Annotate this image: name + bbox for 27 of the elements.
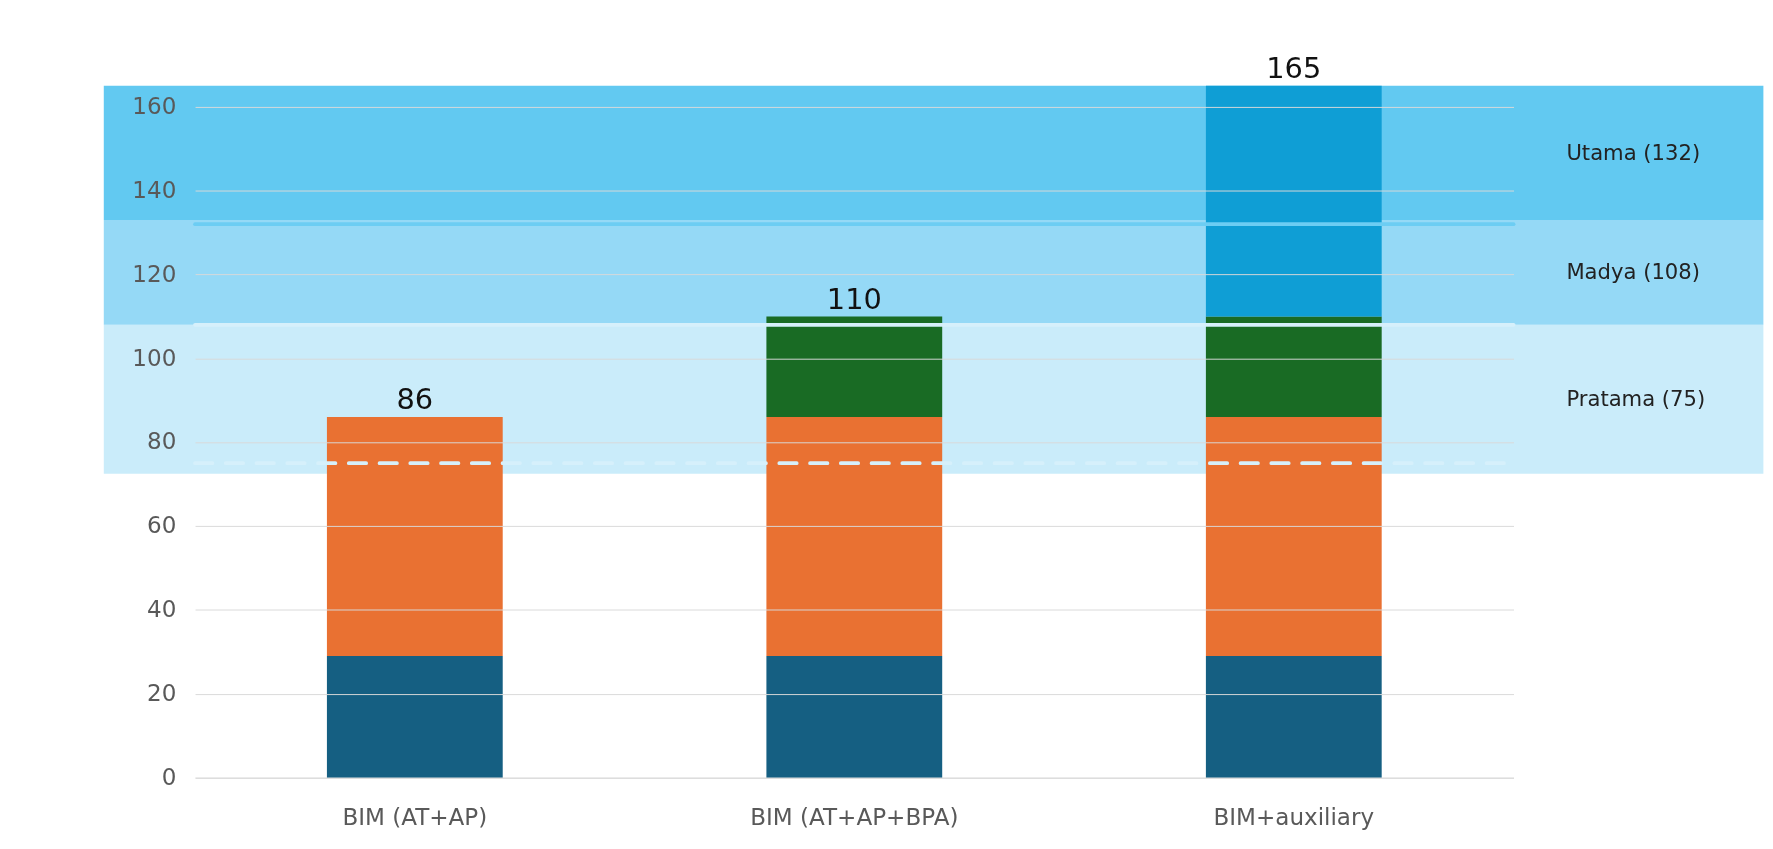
bar [766, 316, 943, 418]
y-tick-label: 0 [161, 763, 177, 790]
y-tick-label: 60 [147, 512, 177, 539]
y-tick-label: 100 [132, 344, 177, 371]
bar [1205, 656, 1382, 778]
bar [766, 656, 943, 778]
bar [766, 417, 943, 657]
band-label: Utama (132) [1566, 139, 1701, 165]
x-tick-label: BIM+auxiliary [1213, 804, 1375, 831]
band-label: Pratama (75) [1566, 385, 1706, 411]
total-label: 110 [826, 281, 882, 316]
y-tick-label: 140 [132, 176, 177, 203]
band-label: Madya (108) [1566, 259, 1700, 285]
total-label: 86 [396, 382, 434, 417]
bar [1205, 85, 1382, 317]
y-tick-label: 40 [147, 596, 177, 623]
bar [326, 417, 503, 657]
x-tick-label: BIM (AT+AP) [342, 804, 488, 831]
bar [1205, 417, 1382, 657]
y-tick-label: 120 [132, 260, 177, 287]
bar [1205, 316, 1382, 418]
y-tick-label: 160 [132, 92, 177, 119]
total-label: 165 [1266, 51, 1322, 86]
y-tick-label: 80 [147, 428, 177, 455]
x-tick-label: BIM (AT+AP+BPA) [750, 804, 959, 831]
y-tick-label: 20 [147, 680, 177, 707]
bar [326, 656, 503, 778]
